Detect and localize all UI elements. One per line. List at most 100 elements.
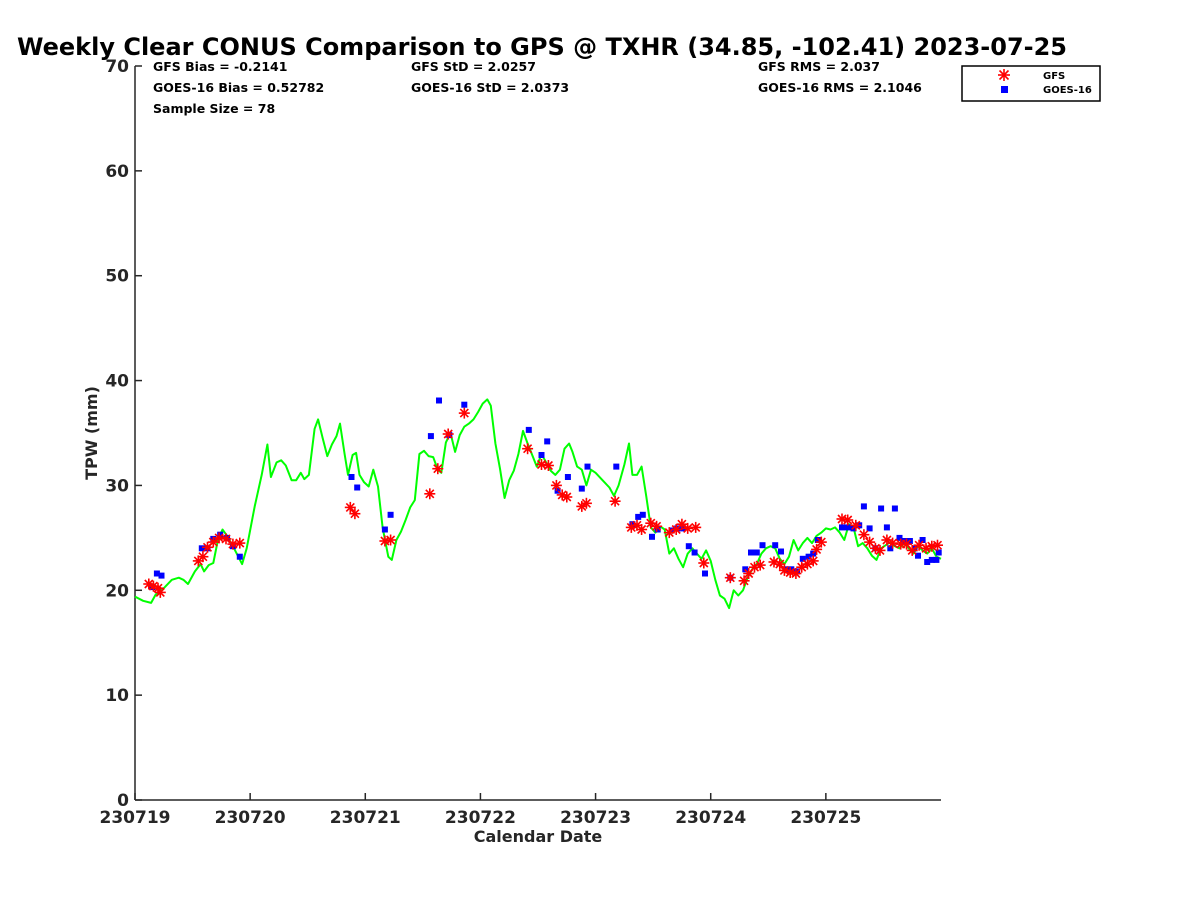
- goes-point: [217, 531, 224, 538]
- goes-point: [772, 542, 779, 549]
- y-tick-label: 60: [105, 162, 129, 182]
- x-ticks: 230719 230720 230721 230722 230723 230724 2307…: [100, 793, 861, 828]
- gfs-point: [690, 521, 702, 533]
- legend-goes-label: GOES-16: [1043, 85, 1092, 96]
- y-tick-label: 30: [105, 476, 129, 496]
- goes-point: [387, 511, 394, 518]
- gfs-point: [670, 524, 682, 535]
- goes-point: [748, 549, 754, 556]
- goes-point: [753, 549, 760, 556]
- gfs-point: [651, 520, 663, 532]
- goes-point: [915, 552, 921, 559]
- goes-point: [348, 474, 355, 480]
- legend-box: [961, 65, 1101, 102]
- x-tick-label: 230721: [330, 808, 401, 828]
- gfs-bias-text: GFS Bias = -0.2141: [153, 59, 287, 74]
- goes-point: [654, 526, 661, 533]
- gfs-point: [698, 557, 710, 569]
- goes-point: [538, 452, 545, 458]
- gfs-point: [864, 536, 876, 548]
- y-tick-label: 10: [105, 686, 129, 706]
- goes-point: [578, 485, 585, 492]
- gfs-point: [874, 544, 886, 556]
- gfs-point: [154, 586, 166, 598]
- x-tick-label: 230724: [675, 808, 746, 828]
- gfs-point: [682, 522, 694, 534]
- goes-point: [685, 543, 692, 550]
- plot-frame: [135, 66, 941, 800]
- gfs-point: [774, 558, 786, 570]
- x-tick-label: 230723: [560, 808, 631, 828]
- gfs-point: [754, 559, 766, 571]
- gfs-point: [385, 534, 397, 546]
- goes-point: [639, 511, 646, 518]
- goes-point: [839, 524, 845, 531]
- gfs-point: [344, 501, 356, 513]
- gfs-point: [442, 428, 454, 440]
- goes-point: [924, 559, 931, 565]
- gfs-point: [227, 538, 239, 550]
- goes-rms-text: GOES-16 RMS = 2.1046: [758, 80, 922, 95]
- goes-point: [354, 484, 361, 491]
- goes-point: [896, 534, 903, 541]
- legend-gfs-marker: [998, 69, 1010, 81]
- gfs-point: [349, 508, 361, 520]
- gfs-point: [636, 524, 648, 535]
- gfs-point: [807, 555, 819, 567]
- goes-point: [883, 524, 890, 531]
- y-tick-label: 20: [105, 581, 129, 601]
- gfs-point: [887, 537, 899, 549]
- goes-point: [935, 549, 942, 556]
- goes-point: [629, 521, 636, 528]
- gfs-point: [424, 488, 436, 500]
- goes-point: [613, 463, 620, 470]
- gfs-point: [536, 459, 547, 470]
- goes-std-text: GOES-16 StD = 2.0373: [411, 80, 569, 95]
- goes-point: [778, 548, 784, 555]
- goes-point: [381, 526, 388, 533]
- goes-point: [153, 570, 160, 577]
- gfs-point: [207, 536, 219, 548]
- gfs-point: [234, 537, 246, 549]
- goes-point: [236, 553, 243, 560]
- sample-size-text: Sample Size = 78: [153, 101, 275, 116]
- goes-point: [702, 570, 708, 577]
- gfs-point: [542, 460, 554, 471]
- gfs-rms-text: GFS RMS = 2.037: [758, 59, 880, 74]
- goes-point: [198, 545, 205, 552]
- legend: GFS GOES-16: [961, 65, 1101, 102]
- gfs-point: [738, 575, 750, 587]
- gfs-point: [743, 568, 755, 579]
- gfs-point: [561, 491, 573, 503]
- x-tick-label: 230722: [445, 808, 516, 828]
- plot-area: [134, 66, 941, 801]
- y-tick-label: 0: [117, 791, 129, 811]
- goes-point: [544, 438, 551, 445]
- gfs-series: [143, 407, 943, 598]
- chart-title: Weekly Clear CONUS Comparison to GPS @ T…: [17, 33, 1067, 61]
- goes-point: [525, 426, 532, 433]
- x-tick-label: 230719: [100, 808, 171, 828]
- y-axis-label: TPW (mm): [82, 386, 101, 480]
- gfs-point: [858, 529, 870, 541]
- gfs-point: [850, 519, 862, 531]
- legend-goes-marker: [1001, 86, 1008, 93]
- goes-point: [788, 566, 795, 573]
- gfs-point: [432, 463, 444, 475]
- goes-point: [805, 553, 812, 560]
- goes-point: [799, 555, 806, 562]
- y-ticks: 0 10 20 30 40 50 60 70: [105, 57, 142, 811]
- gfs-point: [724, 572, 736, 584]
- goes-point: [814, 537, 821, 543]
- x-tick-label: 230725: [790, 808, 861, 828]
- gfs-std-text: GFS StD = 2.0257: [411, 59, 536, 74]
- y-tick-label: 50: [105, 267, 129, 287]
- goes-point: [564, 474, 571, 480]
- y-tick-label: 40: [105, 372, 129, 392]
- gfs-point: [220, 533, 232, 545]
- legend-gfs-label: GFS: [1043, 71, 1065, 82]
- goes-point: [554, 487, 561, 494]
- goes-point: [759, 542, 766, 549]
- goes-point: [919, 537, 926, 543]
